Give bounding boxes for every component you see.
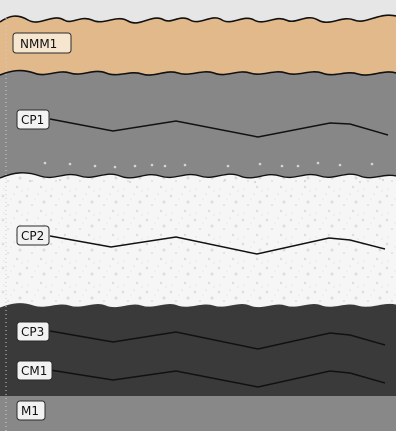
trace-cp3 — [49, 330, 386, 350]
label-m1-text: M1 — [21, 404, 39, 418]
layer-m1 — [0, 396, 396, 431]
label-cp3-text: CP3 — [21, 325, 44, 339]
layer-cp3-cm1 — [0, 302, 396, 398]
layer-nmm1 — [0, 15, 396, 81]
label-cp1: CP1 — [16, 109, 50, 130]
label-cp3: CP3 — [16, 321, 50, 342]
label-cp2-text: CP2 — [21, 229, 44, 243]
trace-cp1 — [49, 118, 389, 138]
label-m1: M1 — [16, 400, 46, 421]
cp3-top-outline — [0, 301, 396, 308]
trace-cp2 — [49, 235, 386, 255]
label-cp2: CP2 — [16, 225, 50, 246]
label-cm1-text: CM1 — [21, 364, 47, 378]
boundary-dots — [28, 161, 385, 184]
label-cm1: CM1 — [16, 360, 53, 381]
cp2-top-outline — [0, 172, 396, 179]
cp1-top-outline — [0, 69, 396, 76]
trace-cm1 — [49, 369, 386, 388]
nmm1-top-outline — [0, 14, 396, 24]
label-nmm1: NMM1 — [12, 32, 72, 54]
label-nmm1-text: NMM1 — [20, 37, 57, 51]
label-cp1-text: CP1 — [21, 113, 44, 127]
layer-cp1 — [0, 70, 396, 182]
